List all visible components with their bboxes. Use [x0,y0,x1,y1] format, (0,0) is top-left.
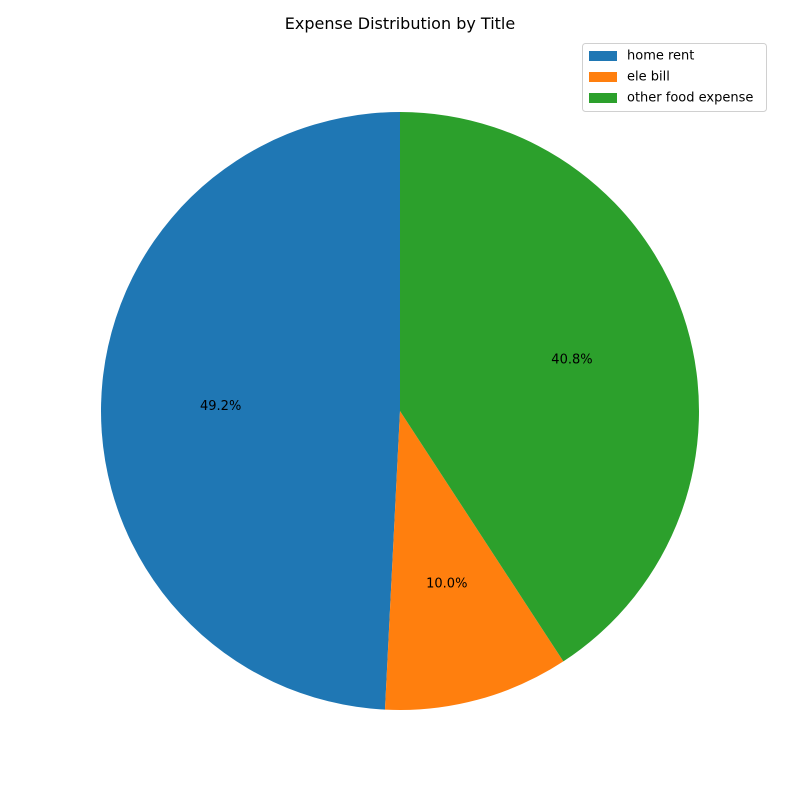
pie-value-label: 40.8% [551,352,592,367]
pie-slice-ele-bill [384,411,564,710]
pie-slices [101,111,699,710]
chart-title: Expense Distribution by Title [285,14,515,33]
pie-slice-home-rent [101,112,400,710]
legend-swatch [589,93,617,103]
legend-label: other food expense [627,91,753,106]
legend-swatch [589,72,617,82]
legend-frame [582,43,767,112]
legend-label: ele bill [627,70,670,85]
pie-value-label: 49.2% [200,399,241,414]
pie-value-labels: 49.2% 10.0% 40.8% [200,352,593,591]
legend-label: home rent [627,49,694,64]
pie-value-label: 10.0% [426,577,467,592]
legend-swatch [589,51,617,61]
legend: home rent ele bill other food expense [582,43,767,112]
legend-items: home rent ele bill other food expense [589,49,753,106]
pie-slice-other-food-expense [400,111,699,662]
